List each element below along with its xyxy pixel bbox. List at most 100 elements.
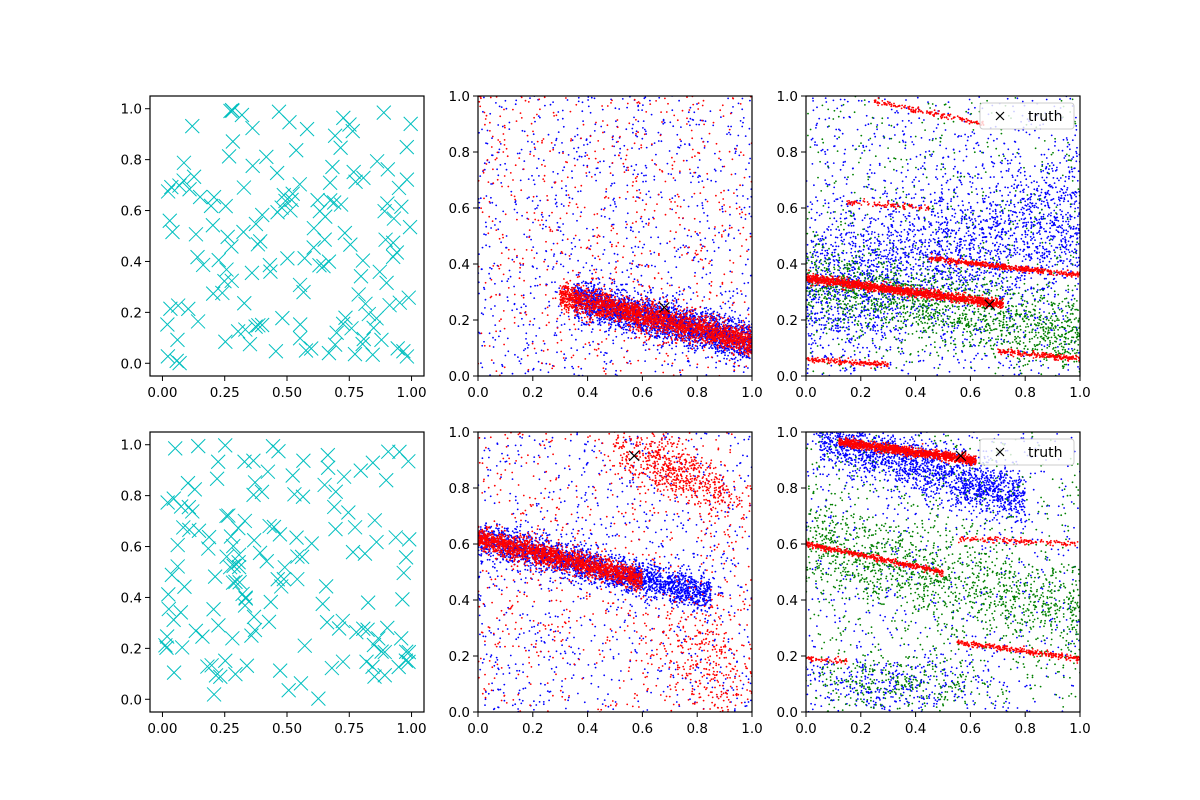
data-point-s0 — [528, 196, 530, 199]
data-point-s1 — [681, 310, 684, 312]
data-point-s0 — [620, 294, 623, 296]
data-point-s0 — [670, 173, 673, 176]
data-point-s1 — [599, 296, 602, 299]
data-point-s0 — [596, 290, 599, 293]
data-point-s0 — [732, 295, 734, 297]
data-point-s0 — [613, 291, 616, 294]
data-point-s1 — [680, 335, 683, 338]
data-point-s1 — [681, 338, 684, 341]
data-point-s1 — [690, 313, 693, 315]
data-point-s0 — [578, 239, 581, 241]
data-point-s1 — [641, 305, 643, 308]
data-point-s0 — [590, 289, 593, 292]
data-point-s0 — [612, 174, 614, 177]
data-point-s0 — [628, 294, 631, 297]
data-point-s0 — [696, 232, 698, 235]
data-point-s0 — [699, 344, 702, 347]
data-point-s0 — [490, 183, 492, 185]
data-point-s0 — [543, 342, 546, 345]
data-point-s0 — [722, 351, 725, 354]
data-point-s0 — [571, 139, 574, 142]
data-point-s0 — [614, 315, 617, 318]
data-point-s0 — [674, 179, 677, 182]
data-point-s0 — [675, 333, 677, 336]
data-point-s0 — [633, 278, 636, 281]
data-point-s0 — [708, 227, 710, 230]
data-point-s0 — [667, 308, 670, 311]
data-point-s1 — [693, 335, 696, 338]
data-point-s0 — [736, 288, 738, 290]
x-tick-label: 0.00 — [147, 385, 177, 401]
x-marker — [389, 245, 405, 260]
data-point-s1 — [642, 305, 645, 308]
data-point-s0 — [542, 159, 545, 162]
data-point-s0 — [494, 282, 496, 285]
data-point-s0 — [629, 360, 631, 362]
data-point-s0 — [736, 359, 739, 362]
data-point-s0 — [701, 180, 704, 183]
data-point-s0 — [560, 203, 563, 206]
data-point-s0 — [701, 204, 704, 207]
data-point-s0 — [713, 250, 716, 253]
data-point-s0 — [589, 245, 592, 247]
data-point-s0 — [581, 110, 584, 113]
data-point-s0 — [671, 341, 673, 344]
data-point-s0 — [570, 347, 573, 349]
data-point-s0 — [643, 333, 646, 336]
data-point-s0 — [668, 150, 671, 152]
data-point-s0 — [553, 253, 556, 256]
data-point-s0 — [645, 193, 648, 196]
data-point-s0 — [593, 97, 596, 100]
data-point-s1 — [599, 299, 601, 302]
data-point-s0 — [629, 262, 631, 265]
data-point-s0 — [614, 107, 617, 110]
x-marker — [176, 155, 192, 171]
data-point-s1 — [672, 332, 674, 335]
data-point-s1 — [671, 312, 674, 315]
data-point-s0 — [509, 275, 512, 278]
data-point-s0 — [708, 330, 711, 333]
data-point-s0 — [704, 344, 707, 347]
data-point-s0 — [531, 174, 533, 177]
data-point-s1 — [742, 327, 745, 330]
data-point-s0 — [506, 280, 509, 283]
data-point-s0 — [588, 352, 591, 355]
data-point-s0 — [671, 197, 674, 200]
data-point-s0 — [692, 340, 695, 343]
data-point-s0 — [613, 145, 615, 148]
data-point-s0 — [511, 309, 514, 312]
data-point-s1 — [646, 326, 649, 329]
data-point-s0 — [728, 351, 731, 354]
data-point-s0 — [714, 352, 717, 355]
data-point-s0 — [721, 208, 724, 210]
data-point-s0 — [707, 309, 709, 311]
data-point-s0 — [716, 343, 719, 346]
data-point-s0 — [706, 220, 709, 222]
data-point-s1 — [658, 305, 661, 308]
data-point-s0 — [633, 287, 636, 289]
data-point-s0 — [727, 125, 730, 128]
x-marker — [402, 219, 418, 235]
data-point-s0 — [642, 226, 645, 228]
data-point-s0 — [596, 319, 599, 322]
data-point-s0 — [552, 147, 555, 149]
data-point-s0 — [637, 293, 640, 295]
data-point-s0 — [600, 208, 603, 211]
data-point-s0 — [537, 157, 540, 160]
data-point-s0 — [726, 322, 729, 325]
data-point-s0 — [574, 135, 576, 138]
data-point-s0 — [611, 223, 614, 226]
data-point-s0 — [726, 133, 728, 136]
data-point-s1 — [701, 341, 703, 344]
data-point-s0 — [505, 168, 508, 171]
data-point-s0 — [631, 331, 634, 334]
data-point-s0 — [609, 272, 612, 275]
data-point-s0 — [602, 160, 605, 163]
data-point-s0 — [654, 308, 656, 310]
x-marker — [299, 121, 315, 137]
data-point-s0 — [666, 337, 669, 340]
data-point-s1 — [616, 305, 618, 308]
data-point-s0 — [576, 349, 578, 352]
data-point-s0 — [729, 249, 731, 251]
data-point-s0 — [544, 258, 546, 261]
